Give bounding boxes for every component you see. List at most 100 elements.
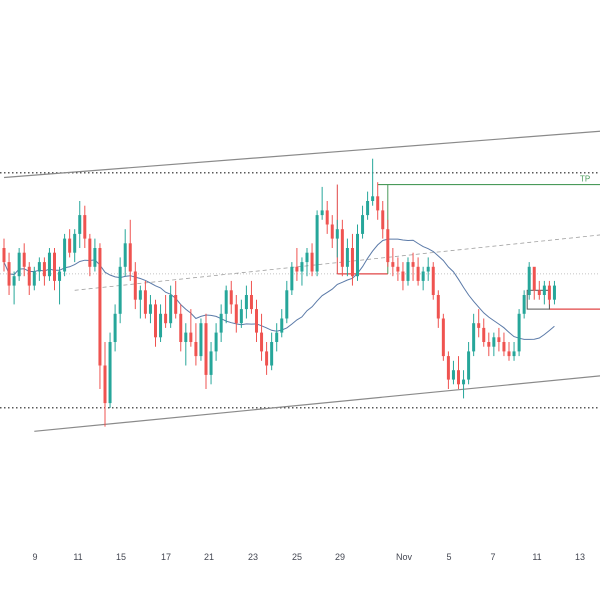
candle-body — [204, 323, 208, 375]
candle-body — [290, 266, 294, 291]
x-axis-ticks: 9 11 15 17 21 23 25 29 Nov 5 7 11 13 — [32, 552, 585, 562]
candle-body — [37, 262, 41, 272]
candle-body — [169, 295, 173, 324]
candle-body — [224, 290, 228, 314]
candle-body — [552, 285, 556, 300]
candle-body — [83, 215, 87, 239]
candle-body — [138, 290, 142, 300]
candle-body — [482, 327, 486, 342]
candle-body — [356, 233, 359, 277]
candle-body — [391, 262, 395, 267]
candle-body — [441, 318, 445, 357]
candle-body — [457, 370, 460, 385]
candle-body — [108, 342, 112, 404]
candle-body — [103, 365, 107, 404]
candle-body — [239, 309, 243, 324]
x-tick-label: 9 — [32, 552, 37, 562]
candle-body — [98, 248, 102, 366]
candle-body — [431, 266, 435, 295]
candle-body — [502, 342, 506, 352]
candle-body — [184, 332, 188, 342]
x-tick-label: 17 — [161, 552, 171, 562]
candle-body — [42, 262, 46, 277]
x-tick-label: 11 — [532, 552, 541, 562]
candle-body — [12, 276, 16, 286]
candle-body — [214, 332, 218, 352]
candle-body — [517, 313, 521, 352]
candle-body — [22, 252, 26, 267]
candle-body — [164, 313, 168, 324]
candle-body — [330, 224, 334, 239]
candle-body — [295, 266, 299, 272]
x-tick-label: 25 — [292, 552, 302, 562]
candle-body — [159, 313, 163, 338]
candle-body — [58, 271, 62, 281]
candle-body — [179, 313, 183, 342]
candle-body — [451, 370, 455, 380]
candle-body — [88, 238, 92, 267]
candle-body — [249, 295, 253, 310]
candle-body — [194, 342, 198, 357]
candle-body — [416, 266, 420, 281]
candle-body — [421, 271, 425, 281]
candle-body — [547, 285, 551, 300]
candle-body — [315, 215, 319, 272]
candle-body — [350, 248, 354, 277]
candle-body — [17, 252, 21, 277]
candle-body — [512, 351, 516, 357]
candle-body — [123, 243, 127, 267]
candle-body — [113, 313, 117, 342]
candle-body — [73, 233, 77, 253]
candle-body — [300, 262, 304, 272]
candle-body — [305, 252, 309, 263]
candle-body — [118, 266, 122, 314]
candle-body — [507, 351, 511, 357]
candle-body — [411, 262, 415, 267]
candle-body — [477, 323, 481, 328]
candle-body — [492, 337, 496, 347]
x-tick-label: 21 — [204, 552, 214, 562]
x-tick-label: 13 — [575, 552, 585, 562]
x-tick-label: 15 — [116, 552, 126, 562]
candle-body — [68, 238, 72, 253]
candle-body — [401, 271, 405, 281]
candle-body — [497, 337, 501, 342]
candle-body — [199, 323, 203, 357]
candle-body — [340, 229, 344, 267]
candle-body — [78, 215, 82, 234]
candle-body — [345, 248, 349, 267]
candle-body — [260, 332, 264, 352]
candle-body — [361, 215, 365, 234]
candle-body — [386, 229, 390, 263]
candle-body — [32, 271, 36, 286]
candle-body — [285, 290, 289, 319]
candle-body — [7, 262, 11, 286]
candle-body — [371, 196, 375, 201]
candle-body — [174, 295, 178, 314]
candle-body — [335, 229, 339, 239]
candle-body — [234, 304, 238, 324]
candle-body — [325, 210, 329, 225]
candle-body — [436, 295, 440, 319]
channel-lower-line — [34, 375, 600, 432]
candle-body — [426, 266, 430, 272]
candle-body — [381, 210, 385, 230]
candle-body — [280, 318, 284, 333]
channel-upper-line — [3, 130, 600, 179]
x-tick-label: 23 — [248, 552, 258, 562]
x-tick-label: 7 — [490, 552, 495, 562]
candle-body — [229, 290, 233, 305]
candle-body — [467, 351, 471, 380]
candle-body — [93, 248, 97, 267]
candle-body — [133, 271, 137, 300]
candle-body — [446, 356, 450, 380]
candle-body — [522, 295, 526, 314]
candle-body — [275, 332, 279, 342]
candles-layer — [2, 158, 556, 427]
candle-body — [53, 252, 56, 281]
candle-body — [527, 266, 531, 295]
x-tick-label: 29 — [335, 552, 345, 562]
candle-body — [320, 210, 324, 216]
